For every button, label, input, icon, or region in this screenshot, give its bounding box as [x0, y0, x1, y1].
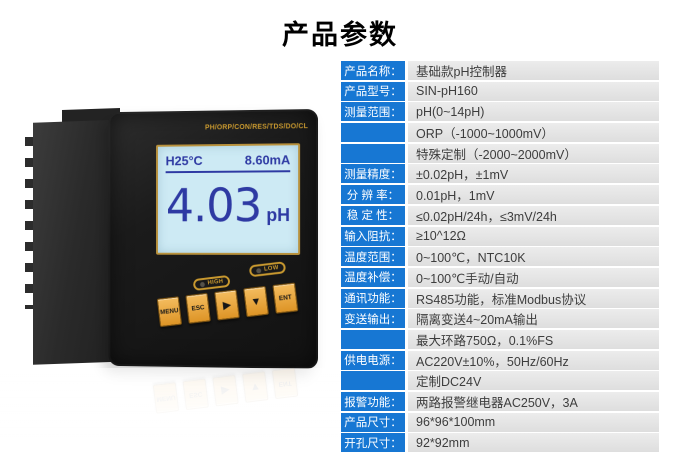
- table-row: 产品尺寸： 96*96*100mm: [341, 413, 659, 432]
- spec-label: 测量精度：: [341, 164, 405, 183]
- spec-label: 变送输出：: [341, 309, 405, 328]
- device-front-panel: PH/ORP/CON/RES/TDS/DO/CL H25°C 8.60mA 4.…: [108, 109, 318, 369]
- spec-value: RS485功能，标准Modbus协议: [408, 289, 659, 308]
- table-row: 测量精度： ±0.02pH，±1mV: [341, 164, 659, 183]
- table-row: 分 辨 率： 0.01pH，1mV: [341, 185, 659, 204]
- high-indicator-label: HIGH: [207, 279, 223, 287]
- spec-label: 产品尺寸：: [341, 413, 405, 432]
- spec-label: 产品名称：: [341, 61, 405, 80]
- spec-value: ≤0.02pH/24h，≤3mV/24h: [408, 206, 659, 225]
- lcd-display: H25°C 8.60mA 4.03 pH: [156, 143, 300, 255]
- spec-value: 两路报警继电器AC250V，3A: [408, 392, 659, 411]
- down-arrow-key: ▼: [243, 286, 269, 317]
- spec-label: 输入阻抗：: [341, 227, 405, 246]
- table-row: 通讯功能： RS485功能，标准Modbus协议: [341, 289, 659, 308]
- low-indicator: LOW: [249, 261, 286, 277]
- ent-key: ENT: [272, 282, 298, 313]
- spec-value: 0.01pH，1mV: [408, 185, 659, 204]
- table-row: 供电电源： AC220V±10%，50Hz/60Hz: [341, 351, 659, 370]
- lcd-ph-unit: pH: [266, 205, 290, 226]
- lcd-output-current: 8.60mA: [245, 152, 290, 167]
- spec-value: 特殊定制（-2000~2000mV）: [408, 144, 659, 163]
- spec-value: AC220V±10%，50Hz/60Hz: [408, 351, 659, 370]
- spec-value: ≥10^12Ω: [408, 227, 659, 246]
- spec-label: 通讯功能：: [341, 289, 405, 308]
- spec-label: 产品型号：: [341, 82, 405, 101]
- table-row: 最大环路750Ω，0.1%FS: [341, 330, 659, 349]
- spec-label: 供电电源：: [341, 351, 405, 370]
- spec-label: 温度补偿：: [341, 268, 405, 287]
- spec-value: ±0.02pH，±1mV: [408, 164, 659, 183]
- spec-table: 产品名称： 基础款pH控制器 产品型号： SIN-pH160 测量范围： pH(0~1…: [341, 61, 659, 454]
- table-row: 定制DC24V: [341, 371, 659, 390]
- spec-value: 92*92mm: [408, 433, 659, 452]
- device-model-strip: PH/ORP/CON/RES/TDS/DO/CL: [205, 123, 308, 131]
- table-row: 温度补偿： 0~100℃手动/自动: [341, 268, 659, 287]
- spec-value: 0~100℃手动/自动: [408, 268, 659, 287]
- table-row: 稳 定 性： ≤0.02pH/24h，≤3mV/24h: [341, 206, 659, 225]
- esc-key: ESC: [185, 293, 210, 324]
- right-arrow-key: ▶: [214, 289, 240, 320]
- spec-value: 0~100℃，NTC10K: [408, 247, 659, 266]
- spec-value: pH(0~14pH): [408, 102, 659, 121]
- table-row: 特殊定制（-2000~2000mV）: [341, 144, 659, 163]
- spec-value: ORP（-1000~1000mV）: [408, 123, 659, 142]
- spec-label: 开孔尺寸：: [341, 433, 405, 452]
- spec-value: SIN-pH160: [408, 82, 659, 101]
- reflection-fade: [0, 368, 340, 470]
- low-indicator-label: LOW: [264, 265, 279, 273]
- low-indicator-led-icon: [256, 268, 261, 274]
- table-row: ORP（-1000~1000mV）: [341, 123, 659, 142]
- table-row: 产品名称： 基础款pH控制器: [341, 61, 659, 80]
- spec-value: 最大环路750Ω，0.1%FS: [408, 330, 659, 349]
- lcd-temperature: H25°C: [166, 153, 203, 168]
- table-row: 开孔尺寸： 92*92mm: [341, 433, 659, 452]
- lcd-main-row: 4.03 pH: [166, 178, 291, 232]
- spec-label: 报警功能：: [341, 392, 405, 411]
- high-indicator: HIGH: [193, 275, 231, 291]
- spec-label: 分 辨 率：: [341, 185, 405, 204]
- spec-label: [341, 371, 405, 390]
- spec-label: 测量范围：: [341, 102, 405, 121]
- table-row: 输入阻抗： ≥10^12Ω: [341, 227, 659, 246]
- device-keypad: MENU ESC ▶ ▼ ENT: [157, 282, 302, 327]
- product-photo: PH/ORP/CON/RES/TDS/DO/CL H25°C 8.60mA 4.…: [0, 0, 340, 470]
- spec-value: 隔离变送4~20mA输出: [408, 309, 659, 328]
- lcd-ph-reading: 4.03: [166, 178, 262, 232]
- spec-value: 96*96*100mm: [408, 413, 659, 432]
- table-row: 报警功能： 两路报警继电器AC250V，3A: [341, 392, 659, 411]
- table-row: 产品型号： SIN-pH160: [341, 82, 659, 101]
- table-row: 测量范围： pH(0~14pH): [341, 102, 659, 121]
- spec-value: 基础款pH控制器: [408, 61, 659, 80]
- spec-label: 稳 定 性：: [341, 206, 405, 225]
- spec-label: [341, 123, 405, 142]
- table-row: 变送输出： 隔离变送4~20mA输出: [341, 309, 659, 328]
- menu-key: MENU: [157, 296, 182, 327]
- lcd-top-row: H25°C 8.60mA: [166, 152, 291, 173]
- spec-label: [341, 330, 405, 349]
- spec-label: 温度范围：: [341, 247, 405, 266]
- table-row: 温度范围： 0~100℃，NTC10K: [341, 247, 659, 266]
- spec-label: [341, 144, 405, 163]
- high-indicator-led-icon: [200, 281, 205, 286]
- spec-value: 定制DC24V: [408, 371, 659, 390]
